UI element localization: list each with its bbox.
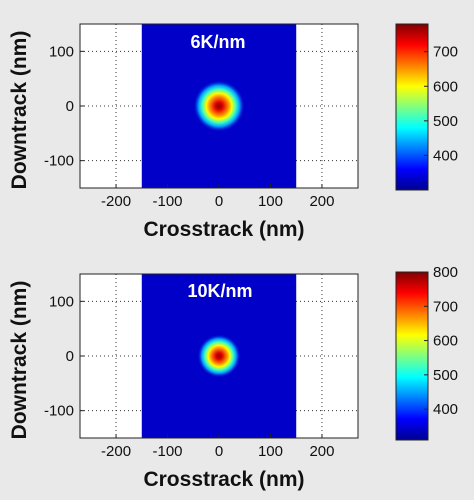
x-tick-label: 200 [309,193,334,210]
x-tick-label: 100 [258,193,283,210]
x-axis-label: Crosstrack (nm) [143,218,304,241]
hot-spot [197,334,241,378]
x-tick-label: 0 [215,193,223,210]
y-tick-label: 0 [66,98,74,115]
colorbar-tick-label: 700 [433,298,458,315]
heatmap-panel-6k: -200 -100 0 100 200 100 0 -100 6K/nm Crosstrack… [8,23,458,241]
hot-spot [193,80,245,132]
heatmap-panel-10k: -200 -100 0 100 200 100 0 -100 10K/nm Crosstrac… [0,250,474,500]
colorbar-tick-label: 400 [433,147,458,164]
x-tick-label: -100 [153,193,183,210]
heatmap-figure: -200 -100 0 100 200 100 0 -100 10K/nm Crosstrac… [8,264,458,491]
x-tick-label: -100 [153,443,183,460]
axis-ticks: -200 -100 0 100 200 100 0 -100 [44,293,335,460]
annotation-label: 6K/nm [190,32,245,52]
colorbar-tick-label: 700 [433,44,458,61]
colorbar-tick-label: 400 [433,401,458,418]
axis-ticks: -200 -100 0 100 200 100 0 -100 [44,43,335,210]
x-tick-label: 0 [215,443,223,460]
colorbar-tick-label: 800 [433,264,458,281]
colorbar-tick-label: 600 [433,78,458,95]
colorbar-ticks: 800 700 600 500 400 [424,264,458,418]
annotation-label: 10K/nm [187,281,252,301]
x-tick-label: -200 [101,193,131,210]
x-tick-label: -200 [101,443,131,460]
colorbar-tick-label: 600 [433,333,458,350]
x-tick-label: 100 [258,443,283,460]
heatmap-figure: -200 -100 0 100 200 100 0 -100 6K/nm Crosstrack… [8,23,458,241]
colorbar-tick-label: 500 [433,367,458,384]
colorbar [395,271,429,441]
colorbar-tick-label: 500 [433,113,458,130]
y-tick-label: -100 [44,153,74,170]
y-tick-label: 0 [66,348,74,365]
y-tick-label: 100 [49,43,74,60]
y-tick-label: 100 [49,293,74,310]
y-tick-label: -100 [44,403,74,420]
x-tick-label: 200 [309,443,334,460]
colorbar [395,23,429,191]
x-axis-label: Crosstrack (nm) [143,468,304,491]
y-axis-label: Downtrack (nm) [8,281,31,440]
y-axis-label: Downtrack (nm) [8,31,31,190]
colorbar-ticks: 700 600 500 400 [424,44,458,164]
